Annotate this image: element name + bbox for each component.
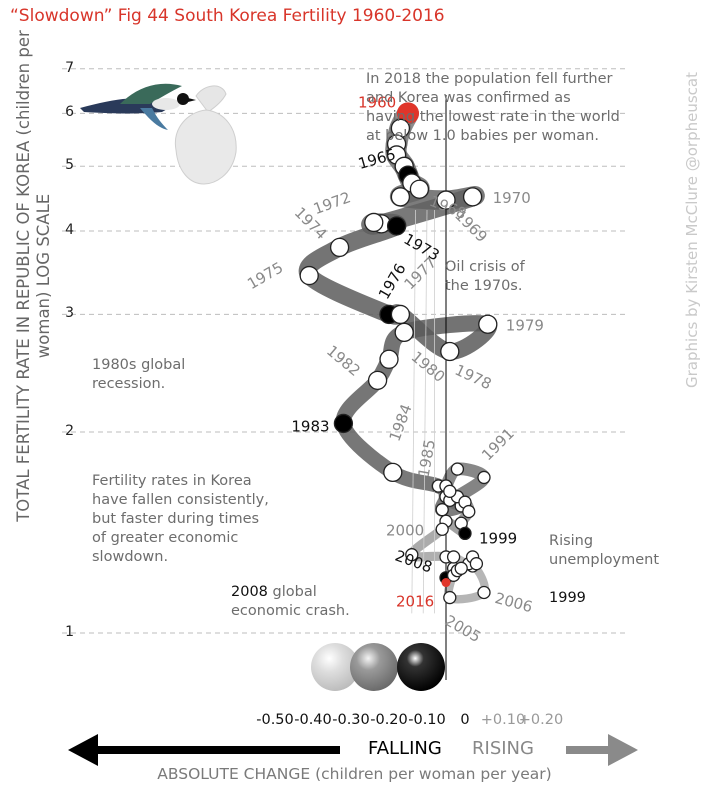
x-tick-1: -0.40	[294, 712, 332, 728]
year-label-1969: 1969	[451, 206, 491, 246]
grey-legend-ball	[350, 643, 398, 691]
point-1967	[409, 179, 430, 199]
year-label-1991: 1991	[478, 425, 518, 465]
point-2001	[435, 522, 449, 536]
year-label-1984: 1984	[386, 402, 416, 444]
year-points	[299, 102, 498, 605]
x-tick-2: -0.30	[332, 712, 370, 728]
grid-lines	[62, 68, 628, 634]
point-1969	[436, 190, 456, 210]
annotation-crash-text: global economic crash.	[231, 584, 350, 619]
guide-line-0	[411, 210, 416, 614]
point-1995	[443, 484, 457, 498]
annotation-fertility-falling: Fertility rates in Korea have fallen con…	[92, 473, 269, 565]
page-title: “Slowdown” Fig 44 South Korea Fertility …	[10, 6, 445, 26]
point-1974	[329, 237, 350, 258]
x-tick-6: +0.10	[480, 712, 526, 728]
point-1980	[394, 322, 414, 343]
year-label-2016: 2016	[396, 593, 434, 611]
year-label-1970: 1970	[493, 189, 531, 207]
annotation-unemployment-text: Rising unemployment	[549, 533, 660, 568]
point-1968	[390, 187, 411, 207]
year-label-1982: 1982	[323, 342, 364, 380]
point-1978	[440, 341, 460, 362]
point-2002	[405, 548, 419, 562]
year-label-2008: 2008	[393, 547, 435, 577]
point-1983	[333, 413, 354, 434]
x-axis-label: ABSOLUTE CHANGE (children per woman per …	[157, 765, 552, 783]
guide-line-1	[422, 210, 428, 614]
point-2015	[454, 561, 468, 575]
falling-legend-label: FALLING	[366, 738, 444, 759]
y-tick-4: 4	[65, 222, 74, 238]
year-label-1972: 1972	[311, 188, 353, 218]
point-1997	[462, 504, 476, 519]
point-1991	[477, 470, 491, 485]
legend-balls	[311, 643, 445, 691]
point-1999	[458, 526, 472, 541]
annotation-2008-crash: 2008 global economic crash.	[231, 583, 350, 621]
y-tick-7: 7	[65, 59, 74, 76]
year-label-2006: 2006	[493, 589, 535, 616]
light-legend-ball	[311, 643, 359, 691]
x-tick-3: -0.20	[370, 712, 408, 728]
point-1982	[367, 370, 388, 390]
point-1987	[435, 503, 449, 517]
y-tick-2: 2	[65, 423, 74, 439]
y-tick-1: 1	[65, 624, 74, 640]
x-tick-7: +0.20	[518, 712, 564, 728]
x-tick-4: -0.10	[408, 712, 446, 728]
year-label-1960: 1960	[358, 93, 396, 111]
graphics-credit: Graphics by Kirsten McClure @orpheuscat	[683, 72, 701, 388]
point-1975	[299, 265, 319, 286]
year-label-1999: 1999	[479, 529, 517, 547]
year-label-1975: 1975	[244, 258, 286, 293]
year-label-2005: 2005	[442, 611, 484, 646]
annotation-rising-unemployment: Rising unemployment 1999	[549, 513, 659, 608]
black-legend-ball	[397, 643, 445, 691]
point-1970	[462, 187, 483, 207]
point-1981	[379, 349, 399, 369]
y-axis-label: TOTAL FERTILITY RATE IN REPUBLIC OF KORE…	[14, 30, 53, 522]
point-2016	[441, 578, 451, 588]
annotation-crash-year: 2008	[231, 584, 268, 600]
point-2010	[446, 550, 461, 564]
y-tick-3: 3	[65, 305, 74, 322]
y-tick-6: 6	[65, 104, 74, 121]
curve-segment-1983	[335, 415, 401, 480]
point-2005	[443, 590, 457, 605]
point-2013	[469, 557, 484, 571]
annotation-oil-crisis: Oil crisis of the 1970s.	[445, 259, 525, 294]
bundle-icon	[174, 85, 237, 185]
falling-arrow-head	[68, 734, 98, 766]
point-1984	[383, 462, 403, 483]
point-1992	[450, 462, 465, 476]
year-label-1985: 1985	[415, 438, 439, 479]
year-label-1983: 1983	[291, 417, 329, 435]
year-label-1979: 1979	[506, 316, 544, 334]
annotation-unemployment-year: 1999	[549, 590, 586, 606]
x-tick-0: -0.50	[256, 712, 294, 728]
rising-arrow-head	[608, 734, 638, 766]
magpie-icon	[80, 83, 196, 130]
y-tick-5: 5	[65, 157, 74, 174]
point-1979	[478, 314, 498, 334]
annotation-1980s-recession: 1980s global recession.	[92, 357, 186, 392]
rising-legend-label: RISING	[472, 738, 534, 759]
point-1977	[390, 304, 411, 325]
point-1972	[364, 212, 384, 233]
annotation-population: In 2018 the population fell further and …	[366, 71, 620, 144]
point-1973	[386, 216, 407, 236]
x-tick-5: 0	[460, 712, 470, 728]
year-label-1965: 1965	[356, 145, 398, 173]
point-2006	[477, 585, 491, 600]
year-label-1978: 1978	[452, 361, 494, 393]
year-label-2000: 2000	[386, 521, 424, 539]
